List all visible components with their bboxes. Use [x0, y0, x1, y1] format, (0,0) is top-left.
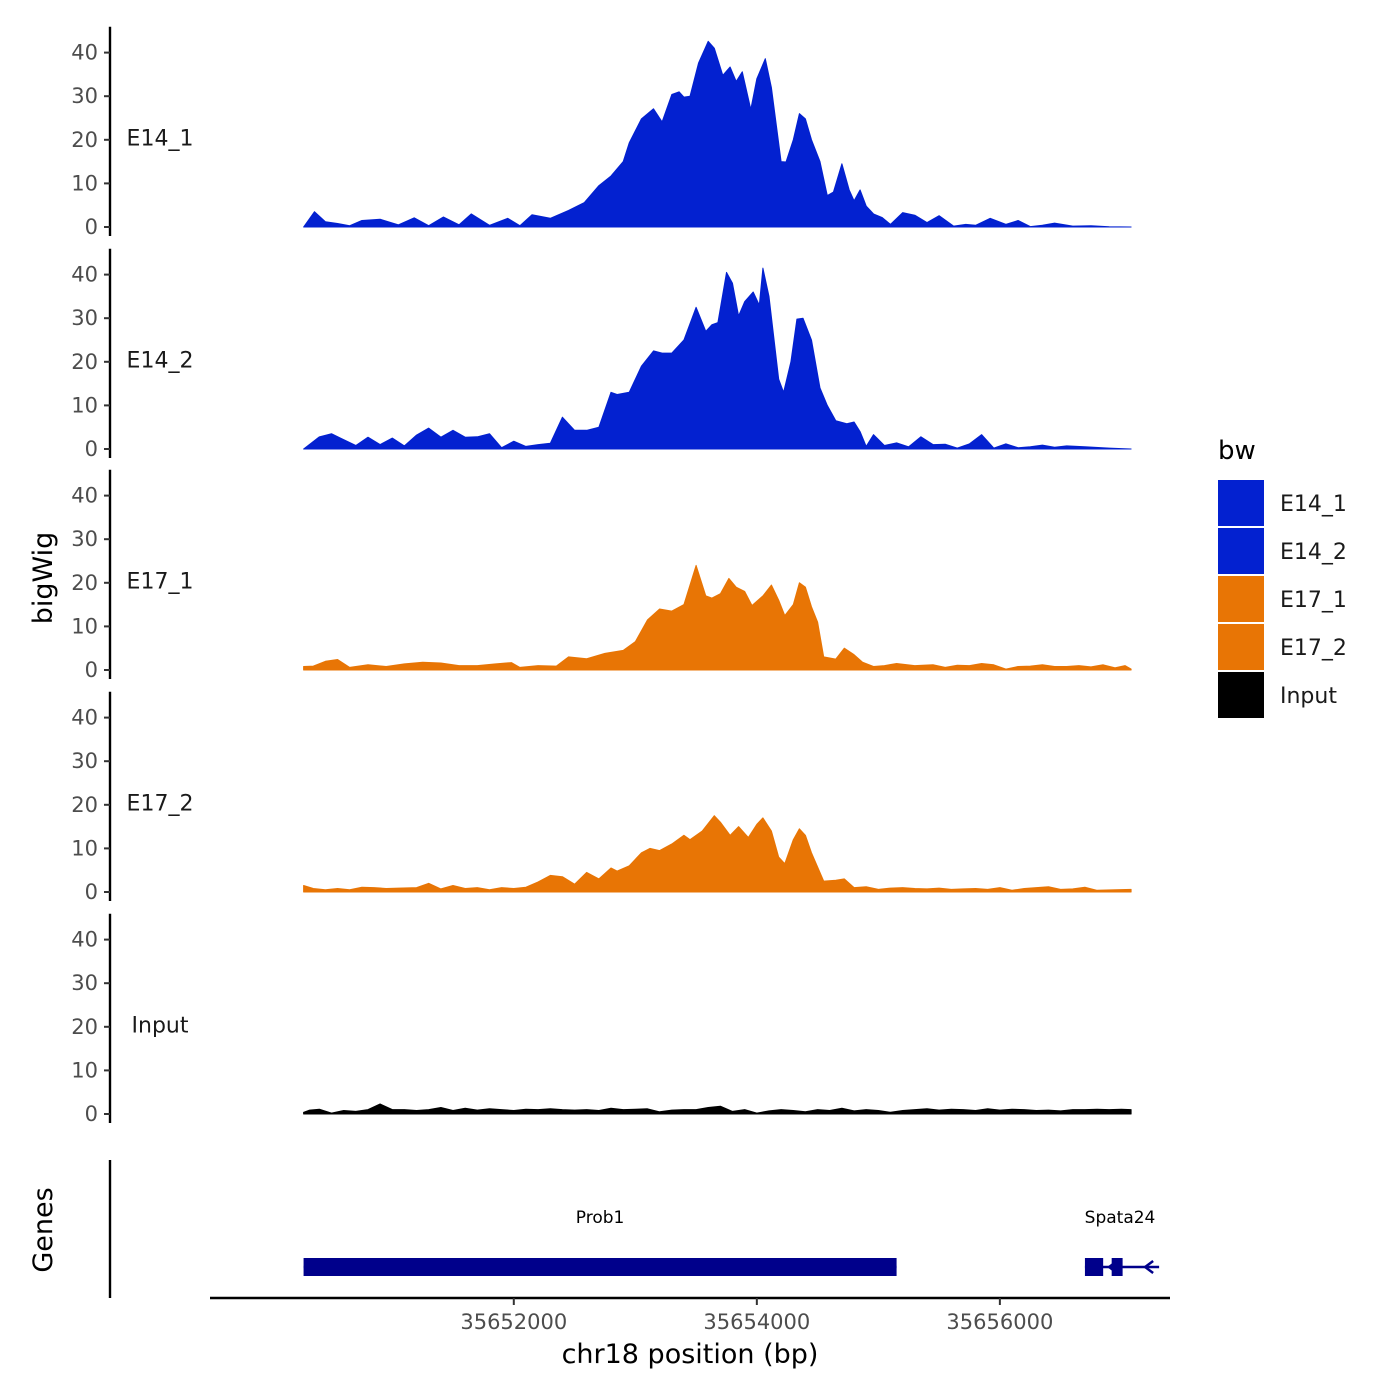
legend-label: E14_2: [1280, 540, 1347, 565]
gene-label: Spata24: [1085, 1208, 1156, 1228]
gene-spata24: Spata24: [1084, 1208, 1160, 1276]
y-tick-label: 10: [71, 1058, 98, 1082]
track-e17-2: 0 10 20 30 40 E17_2: [71, 691, 1132, 904]
y-tick-label: 10: [71, 614, 98, 638]
y-tick-label: 10: [71, 393, 98, 417]
y-tick-label: 20: [71, 571, 98, 595]
x-tick-label: 35652000: [460, 1310, 567, 1334]
gene-label: Prob1: [576, 1208, 625, 1228]
legend-swatch: [1218, 624, 1264, 670]
legend-swatch: [1218, 672, 1264, 718]
y-tick-label: 30: [71, 84, 98, 108]
x-tick-label: 35654000: [703, 1310, 810, 1334]
legend-entry: E14_2: [1218, 528, 1347, 574]
y-tick-label: 30: [71, 971, 98, 995]
y-tick-label: 20: [71, 1015, 98, 1039]
track-label: E14_1: [127, 127, 194, 152]
y-tick-label: 30: [71, 306, 98, 330]
legend-label: Input: [1280, 684, 1337, 709]
legend-label: E17_2: [1280, 636, 1347, 661]
strand-arrow: [1143, 1260, 1154, 1274]
x-axis-title: chr18 position (bp): [562, 1339, 819, 1370]
gene-prob1: Prob1: [303, 1208, 897, 1276]
genes-panel: Genes Prob1 Spata24: [28, 1160, 1160, 1298]
legend-entry: E17_2: [1218, 624, 1347, 670]
gene-exon: [1111, 1258, 1123, 1276]
gene-exon: [1084, 1258, 1104, 1276]
y-tick-label: 40: [71, 928, 98, 952]
signal-area: [303, 815, 1132, 893]
y-tick-label: 40: [71, 706, 98, 730]
y-tick-label: 0: [85, 1102, 98, 1126]
y-tick-label: 0: [85, 658, 98, 682]
legend-entry: E14_1: [1218, 480, 1347, 526]
track-label: E17_2: [127, 792, 194, 817]
signal-area: [303, 40, 1132, 228]
y-tick-label: 20: [71, 793, 98, 817]
x-axis: chr18 position (bp) 35652000 35654000 3565…: [210, 1296, 1170, 1370]
legend-label: E14_1: [1280, 492, 1347, 517]
legend-swatch: [1218, 528, 1264, 574]
x-tick-label: 35656000: [946, 1310, 1053, 1334]
legend-entry: Input: [1218, 672, 1337, 718]
y-tick-label: 0: [85, 215, 98, 239]
signal-area: [303, 267, 1132, 450]
track-label: Input: [132, 1014, 189, 1039]
legend-title: bw: [1218, 436, 1256, 466]
y-tick-label: 30: [71, 527, 98, 551]
signal-area: [303, 1103, 1132, 1115]
y-tick-label: 0: [85, 880, 98, 904]
y-tick-label: 20: [71, 128, 98, 152]
genes-axis-title: Genes: [28, 1187, 59, 1272]
y-axis-title: bigWig: [28, 532, 59, 625]
y-tick-label: 40: [71, 484, 98, 508]
track-input: 0 10 20 30 40 Input: [71, 913, 1132, 1126]
legend-swatch: [1218, 480, 1264, 526]
legend: bw E14_1 E14_2 E17_1 E17_2 Input: [1218, 436, 1347, 718]
y-tick-label: 30: [71, 749, 98, 773]
track-label: E17_1: [127, 570, 194, 595]
legend-label: E17_1: [1280, 588, 1347, 613]
track-e14-1: 0 10 20 30 40 E14_1: [71, 26, 1132, 239]
tracks: 0 10 20 30 40 E14_1 0 10 20 30 40 E14_2 0 10 20 30 40 E17…: [71, 26, 1132, 1126]
y-tick-label: 20: [71, 350, 98, 374]
y-tick-label: 40: [71, 41, 98, 65]
y-tick-label: 10: [71, 171, 98, 195]
strand-arrow: [1107, 1260, 1118, 1274]
y-tick-label: 40: [71, 263, 98, 287]
y-tick-label: 10: [71, 836, 98, 860]
track-label: E14_2: [127, 349, 194, 374]
gene-exon: [303, 1258, 897, 1276]
track-e14-2: 0 10 20 30 40 E14_2: [71, 248, 1132, 461]
signal-area: [303, 564, 1132, 671]
track-e17-1: 0 10 20 30 40 E17_1: [71, 469, 1132, 682]
legend-swatch: [1218, 576, 1264, 622]
legend-entry: E17_1: [1218, 576, 1347, 622]
y-tick-label: 0: [85, 437, 98, 461]
